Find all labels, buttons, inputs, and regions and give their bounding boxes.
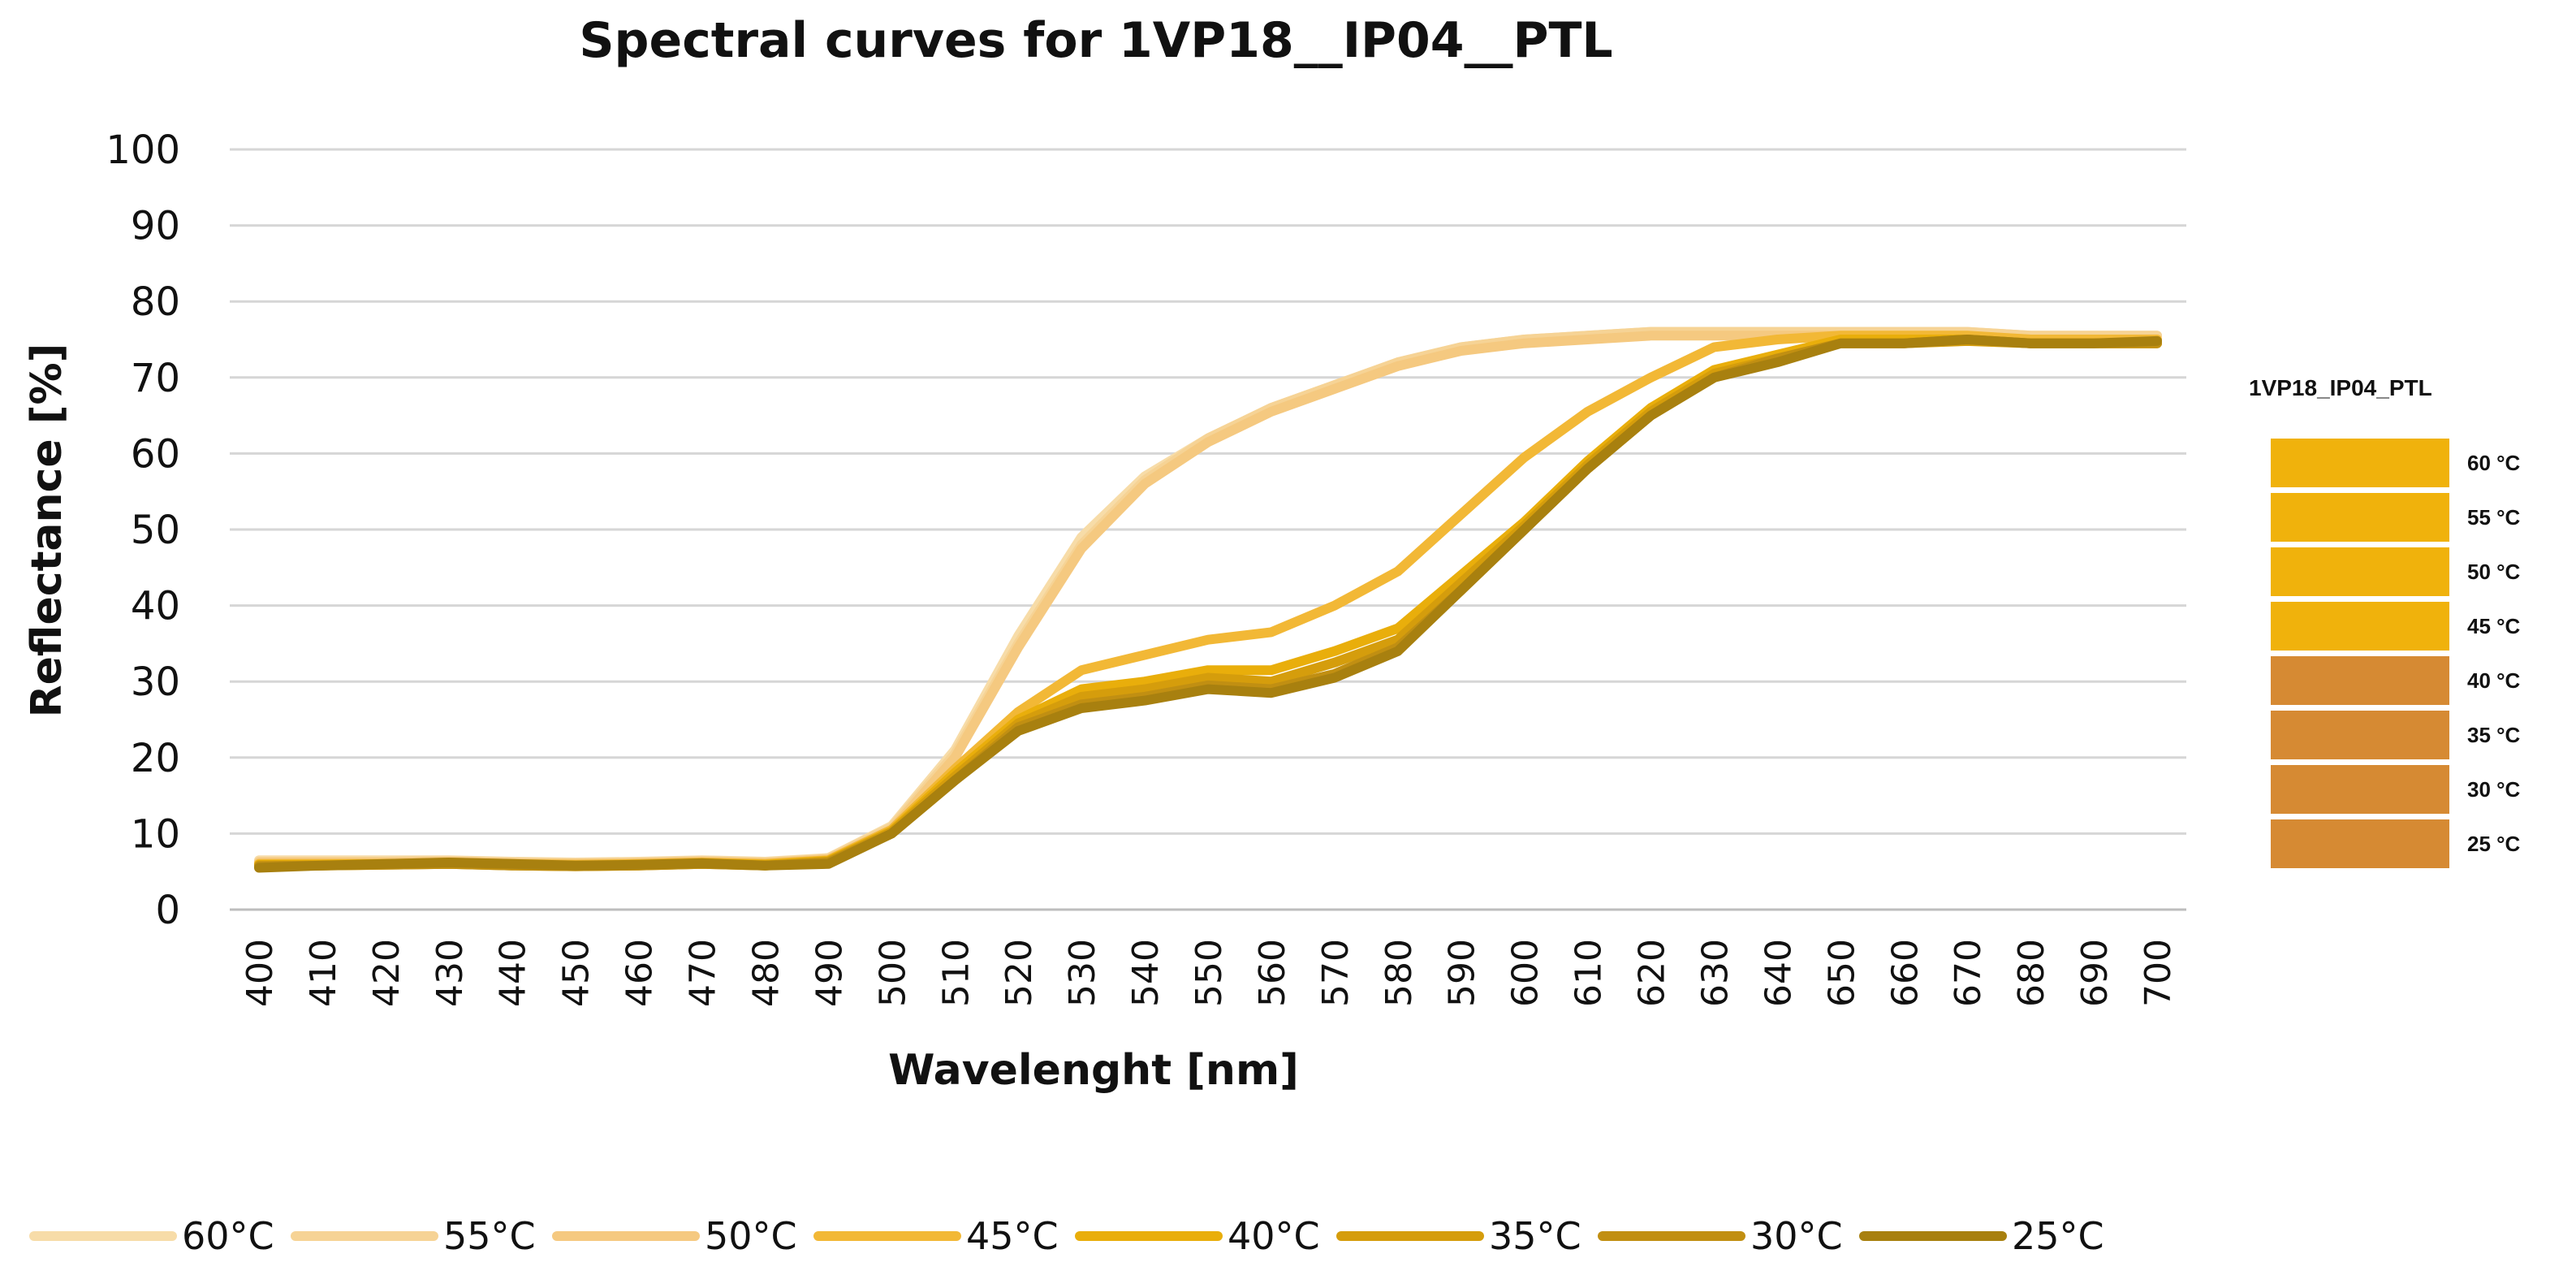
- x-tick-label: 510: [935, 939, 977, 1007]
- side-swatch-label: 45 °C: [2467, 614, 2521, 638]
- legend-label: 55°C: [443, 1214, 536, 1258]
- x-axis-ticks: 400 410 420 430 440 450 460 470 480 490 500 510 520 5…: [239, 939, 2179, 1007]
- side-swatch: [2271, 765, 2449, 814]
- legend-label: 40°C: [1228, 1214, 1320, 1258]
- legend-label: 60°C: [182, 1214, 274, 1258]
- x-tick-label: 440: [493, 939, 534, 1007]
- side-swatch: [2271, 711, 2449, 759]
- x-tick-label: 590: [1442, 939, 1483, 1007]
- series-line-30c: [254, 335, 2162, 871]
- x-tick-label: 620: [1632, 939, 1673, 1007]
- y-tick-label: 90: [131, 204, 180, 249]
- y-tick-label: 70: [131, 356, 180, 401]
- y-tick-label: 0: [155, 888, 180, 933]
- x-tick-label: 460: [619, 939, 661, 1007]
- x-tick-label: 480: [745, 939, 787, 1007]
- legend: 60°C 55°C 50°C 45°C 40°C 35°C 30°C 25°C: [29, 1214, 2104, 1258]
- y-tick-label: 40: [131, 584, 180, 629]
- x-tick-label: 660: [1884, 939, 1926, 1007]
- x-tick-label: 540: [1125, 939, 1167, 1007]
- legend-label: 35°C: [1489, 1214, 1581, 1258]
- y-tick-label: 60: [131, 431, 180, 477]
- side-panel-title: 1VP18_IP04_PTL: [2249, 375, 2432, 400]
- y-tick-label: 30: [131, 659, 180, 705]
- y-tick-label: 100: [106, 128, 180, 173]
- y-axis-label: Reflectance [%]: [23, 344, 71, 718]
- series-line-50c: [254, 331, 2162, 869]
- x-tick-label: 570: [1315, 939, 1357, 1007]
- x-tick-label: 640: [1758, 939, 1799, 1007]
- x-tick-label: 560: [1252, 939, 1293, 1007]
- series-line-55c: [254, 326, 2162, 868]
- y-axis-ticks: 0 10 20 30 40 50 60 70 80 90 100: [106, 128, 180, 933]
- side-swatch-label: 35 °C: [2467, 723, 2521, 747]
- series-line-40c: [254, 335, 2162, 871]
- x-tick-label: 450: [556, 939, 598, 1007]
- x-tick-label: 500: [872, 939, 913, 1007]
- x-tick-label: 680: [2011, 939, 2052, 1007]
- chart-title: Spectral curves for 1VP18__IP04__PTL: [579, 12, 1612, 69]
- y-tick-label: 10: [131, 811, 180, 857]
- x-tick-label: 630: [1694, 939, 1736, 1007]
- x-tick-label: 530: [1062, 939, 1103, 1007]
- side-swatch-label: 55 °C: [2467, 505, 2521, 530]
- y-tick-label: 50: [131, 508, 180, 553]
- x-tick-label: 550: [1189, 939, 1230, 1007]
- side-swatch-label: 40 °C: [2467, 668, 2521, 693]
- x-tick-label: 490: [809, 939, 850, 1007]
- side-swatch: [2271, 547, 2449, 596]
- series-line-25c: [254, 335, 2162, 873]
- y-tick-label: 80: [131, 279, 180, 325]
- x-tick-label: 580: [1379, 939, 1420, 1007]
- x-tick-label: 520: [999, 939, 1040, 1007]
- y-tick-label: 20: [131, 736, 180, 781]
- side-legend-panel: 1VP18_IP04_PTL 60 °C 55 °C 50 °C 45 °C 40 °C…: [2249, 375, 2521, 868]
- gridlines: [230, 148, 2186, 911]
- x-tick-label: 610: [1568, 939, 1610, 1007]
- x-tick-label: 670: [1948, 939, 1989, 1007]
- x-tick-label: 410: [303, 939, 344, 1007]
- x-tick-label: 420: [366, 939, 408, 1007]
- side-swatch-label: 25 °C: [2467, 832, 2521, 856]
- x-tick-label: 650: [1821, 939, 1862, 1007]
- series-line-60c: [254, 326, 2162, 867]
- x-tick-label: 430: [429, 939, 471, 1007]
- legend-label: 50°C: [705, 1214, 797, 1258]
- x-tick-label: 690: [2074, 939, 2116, 1007]
- series-lines: [254, 326, 2162, 873]
- side-swatch: [2271, 493, 2449, 542]
- legend-label: 45°C: [966, 1214, 1059, 1258]
- side-swatch: [2271, 819, 2449, 868]
- x-tick-label: 600: [1505, 939, 1547, 1007]
- series-line-45c: [254, 331, 2162, 870]
- series-line-35c: [254, 335, 2162, 871]
- x-tick-label: 700: [2138, 939, 2179, 1007]
- x-axis-label: Wavelenght [nm]: [888, 1046, 1299, 1095]
- x-tick-label: 400: [239, 939, 281, 1007]
- legend-label: 25°C: [2012, 1214, 2104, 1258]
- side-swatch-label: 60 °C: [2467, 451, 2521, 475]
- x-tick-label: 470: [683, 939, 724, 1007]
- side-swatch-label: 50 °C: [2467, 560, 2521, 584]
- side-swatch: [2271, 439, 2449, 487]
- side-swatch: [2271, 602, 2449, 651]
- side-swatch: [2271, 656, 2449, 705]
- legend-label: 30°C: [1750, 1214, 1843, 1258]
- side-swatch-label: 30 °C: [2467, 777, 2521, 802]
